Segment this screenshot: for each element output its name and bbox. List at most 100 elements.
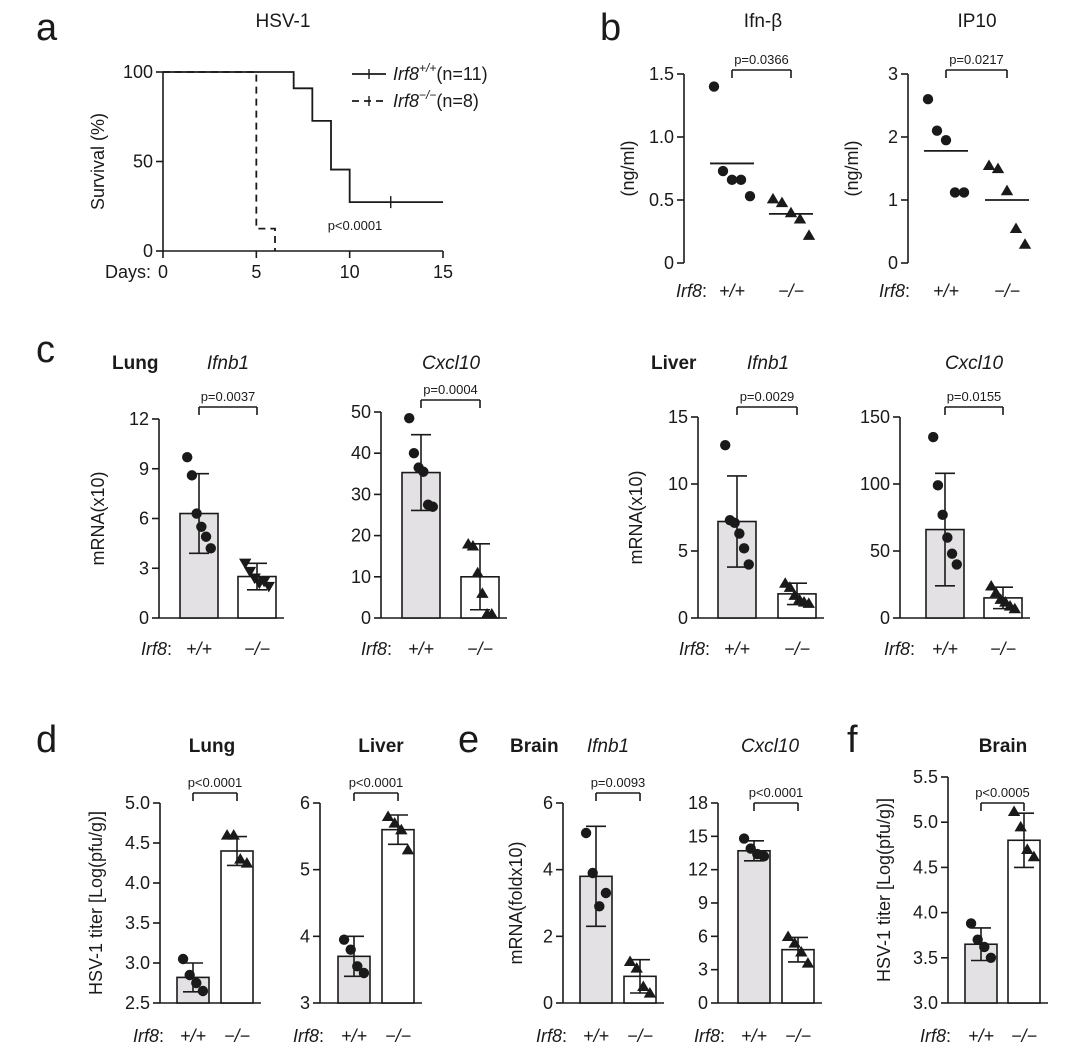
data-point-wt: [186, 470, 198, 481]
y-tick-label: 5.0: [913, 812, 938, 832]
chart-title: Ifnb1: [747, 353, 789, 374]
p-value: p<0.0005: [975, 785, 1030, 800]
chart-title: IP10: [957, 11, 996, 32]
data-point-ko: [381, 810, 395, 821]
group-label-ko: −/−: [627, 1026, 653, 1046]
data-point-ko: [801, 957, 815, 968]
y-tick-label: 3: [139, 558, 149, 578]
p-value: p<0.0001: [749, 785, 804, 800]
data-point-ko: [793, 213, 807, 224]
survival-curve-ko: [163, 71, 276, 251]
data-point-ko: [262, 581, 275, 593]
panel-d1: 2.5 3.0 3.5 4.0 4.5 5.0 HSV-1 titer [Log(pfu/g…: [36, 719, 261, 1046]
p-value: p=0.0029: [740, 389, 795, 404]
group-label-wt: +/+: [932, 639, 958, 659]
data-point-ko: [1021, 843, 1034, 854]
data-point-wt: [184, 969, 195, 981]
y-tick-label: 3.5: [125, 913, 150, 933]
y-tick-label: 2: [888, 127, 898, 147]
data-point-wt: [587, 867, 598, 879]
x-tick-label: 5: [251, 262, 261, 282]
data-point-wt: [985, 952, 997, 963]
y-tick-label: 12: [129, 409, 149, 429]
data-point-ko: [784, 206, 798, 218]
data-point-ko: [234, 853, 247, 864]
y-tick-label: 1.0: [649, 127, 674, 147]
data-point-wt: [191, 508, 202, 519]
group-label-wt: +/+: [583, 1026, 609, 1046]
p-value: p=0.0004: [423, 382, 478, 397]
group-label-ko: −/−: [1011, 1026, 1037, 1046]
panel-letter: e: [458, 719, 479, 761]
y-tick-label: 2: [543, 926, 553, 946]
y-tick-label: 6: [698, 926, 708, 946]
y-tick-label: 6: [300, 793, 310, 813]
data-point-ko: [476, 587, 489, 598]
y-tick-label: 100: [860, 474, 890, 494]
data-point-wt: [979, 941, 990, 953]
y-tick-label: 3: [888, 64, 898, 84]
data-point-ko: [991, 162, 1005, 174]
data-point-ko: [802, 597, 815, 608]
group-label-ko: −/−: [385, 1026, 411, 1046]
group-label-wt: +/+: [968, 1026, 994, 1046]
x-axis-label: Days:: [105, 262, 151, 282]
y-tick-label: 12: [688, 860, 708, 880]
data-point-wt: [729, 517, 740, 529]
panel-c2: 0 10 20 30 40 50 p=0.0004 Cxcl10 Irf8: +/+ −/−: [351, 353, 507, 659]
data-point-ko: [788, 937, 801, 948]
data-point-ko: [1008, 602, 1021, 614]
genotype-label: Irf8:: [293, 1026, 324, 1046]
genotype-label: Irf8:: [679, 639, 710, 659]
data-point-wt: [358, 967, 370, 979]
data-point-ko: [388, 817, 401, 828]
data-point-ko: [795, 945, 808, 957]
data-point-wt: [200, 531, 212, 542]
y-tick-label: 9: [698, 893, 708, 913]
group-label-wt: +/+: [724, 639, 750, 659]
group-label-ko: −/−: [467, 639, 493, 659]
genotype-label: Irf8:: [141, 639, 172, 659]
genotype-label: Irf8:: [361, 639, 392, 659]
chart-title: Cxcl10: [945, 353, 1004, 374]
data-point-ko: [630, 962, 643, 973]
panel-d2: 3 4 5 6 p<0.0001 Liver Irf8: +/+ −/−: [293, 736, 422, 1046]
group-label-wt: +/+: [408, 639, 434, 659]
data-point-wt: [928, 431, 939, 443]
y-tick-label: 18: [688, 793, 708, 813]
chart-title: Ifnb1: [587, 736, 629, 757]
genotype-label: Irf8:: [884, 639, 915, 659]
tissue-label: Brain: [510, 736, 559, 757]
genotype-label: Irf8:: [920, 1026, 951, 1046]
y-tick-label: 100: [123, 62, 153, 82]
y-tick-label: 1: [888, 190, 898, 210]
data-point-wt: [972, 934, 983, 945]
y-axis-label: Survival (%): [88, 113, 108, 210]
group-label-wt: +/+: [741, 1026, 767, 1046]
data-point-wt: [965, 918, 977, 929]
y-tick-label: 0: [664, 253, 674, 273]
y-tick-label: 30: [351, 484, 371, 504]
y-tick-label: 50: [133, 152, 153, 172]
data-point-wt: [726, 174, 738, 186]
data-point-wt: [196, 521, 207, 532]
panel-letter: b: [600, 7, 621, 49]
y-tick-label: 10: [351, 567, 371, 587]
data-point-wt: [937, 509, 948, 521]
chart-title: Ifn-β: [744, 11, 782, 32]
y-axis-label: mRNA(x10): [88, 471, 108, 565]
y-tick-label: 5.5: [913, 767, 938, 787]
y-axis-label: HSV-1 titer [Log(pfu/g)]: [86, 811, 106, 995]
data-point-wt: [594, 901, 605, 912]
data-point-ko: [240, 857, 254, 868]
chart-title: Cxcl10: [741, 736, 800, 757]
data-point-ko: [243, 566, 257, 578]
data-point-ko: [239, 558, 252, 570]
data-point-wt: [352, 961, 363, 972]
y-tick-label: 3.0: [913, 993, 938, 1013]
panel-e1: 0 2 4 6 mRNA(foldx10) p=0.0093 Ifnb1 Brain e Irf8…: [458, 719, 664, 1046]
y-axis-label: mRNA(x10): [626, 470, 646, 564]
y-tick-label: 4: [543, 860, 553, 880]
data-point-wt: [738, 543, 750, 554]
data-point-wt: [191, 977, 202, 989]
